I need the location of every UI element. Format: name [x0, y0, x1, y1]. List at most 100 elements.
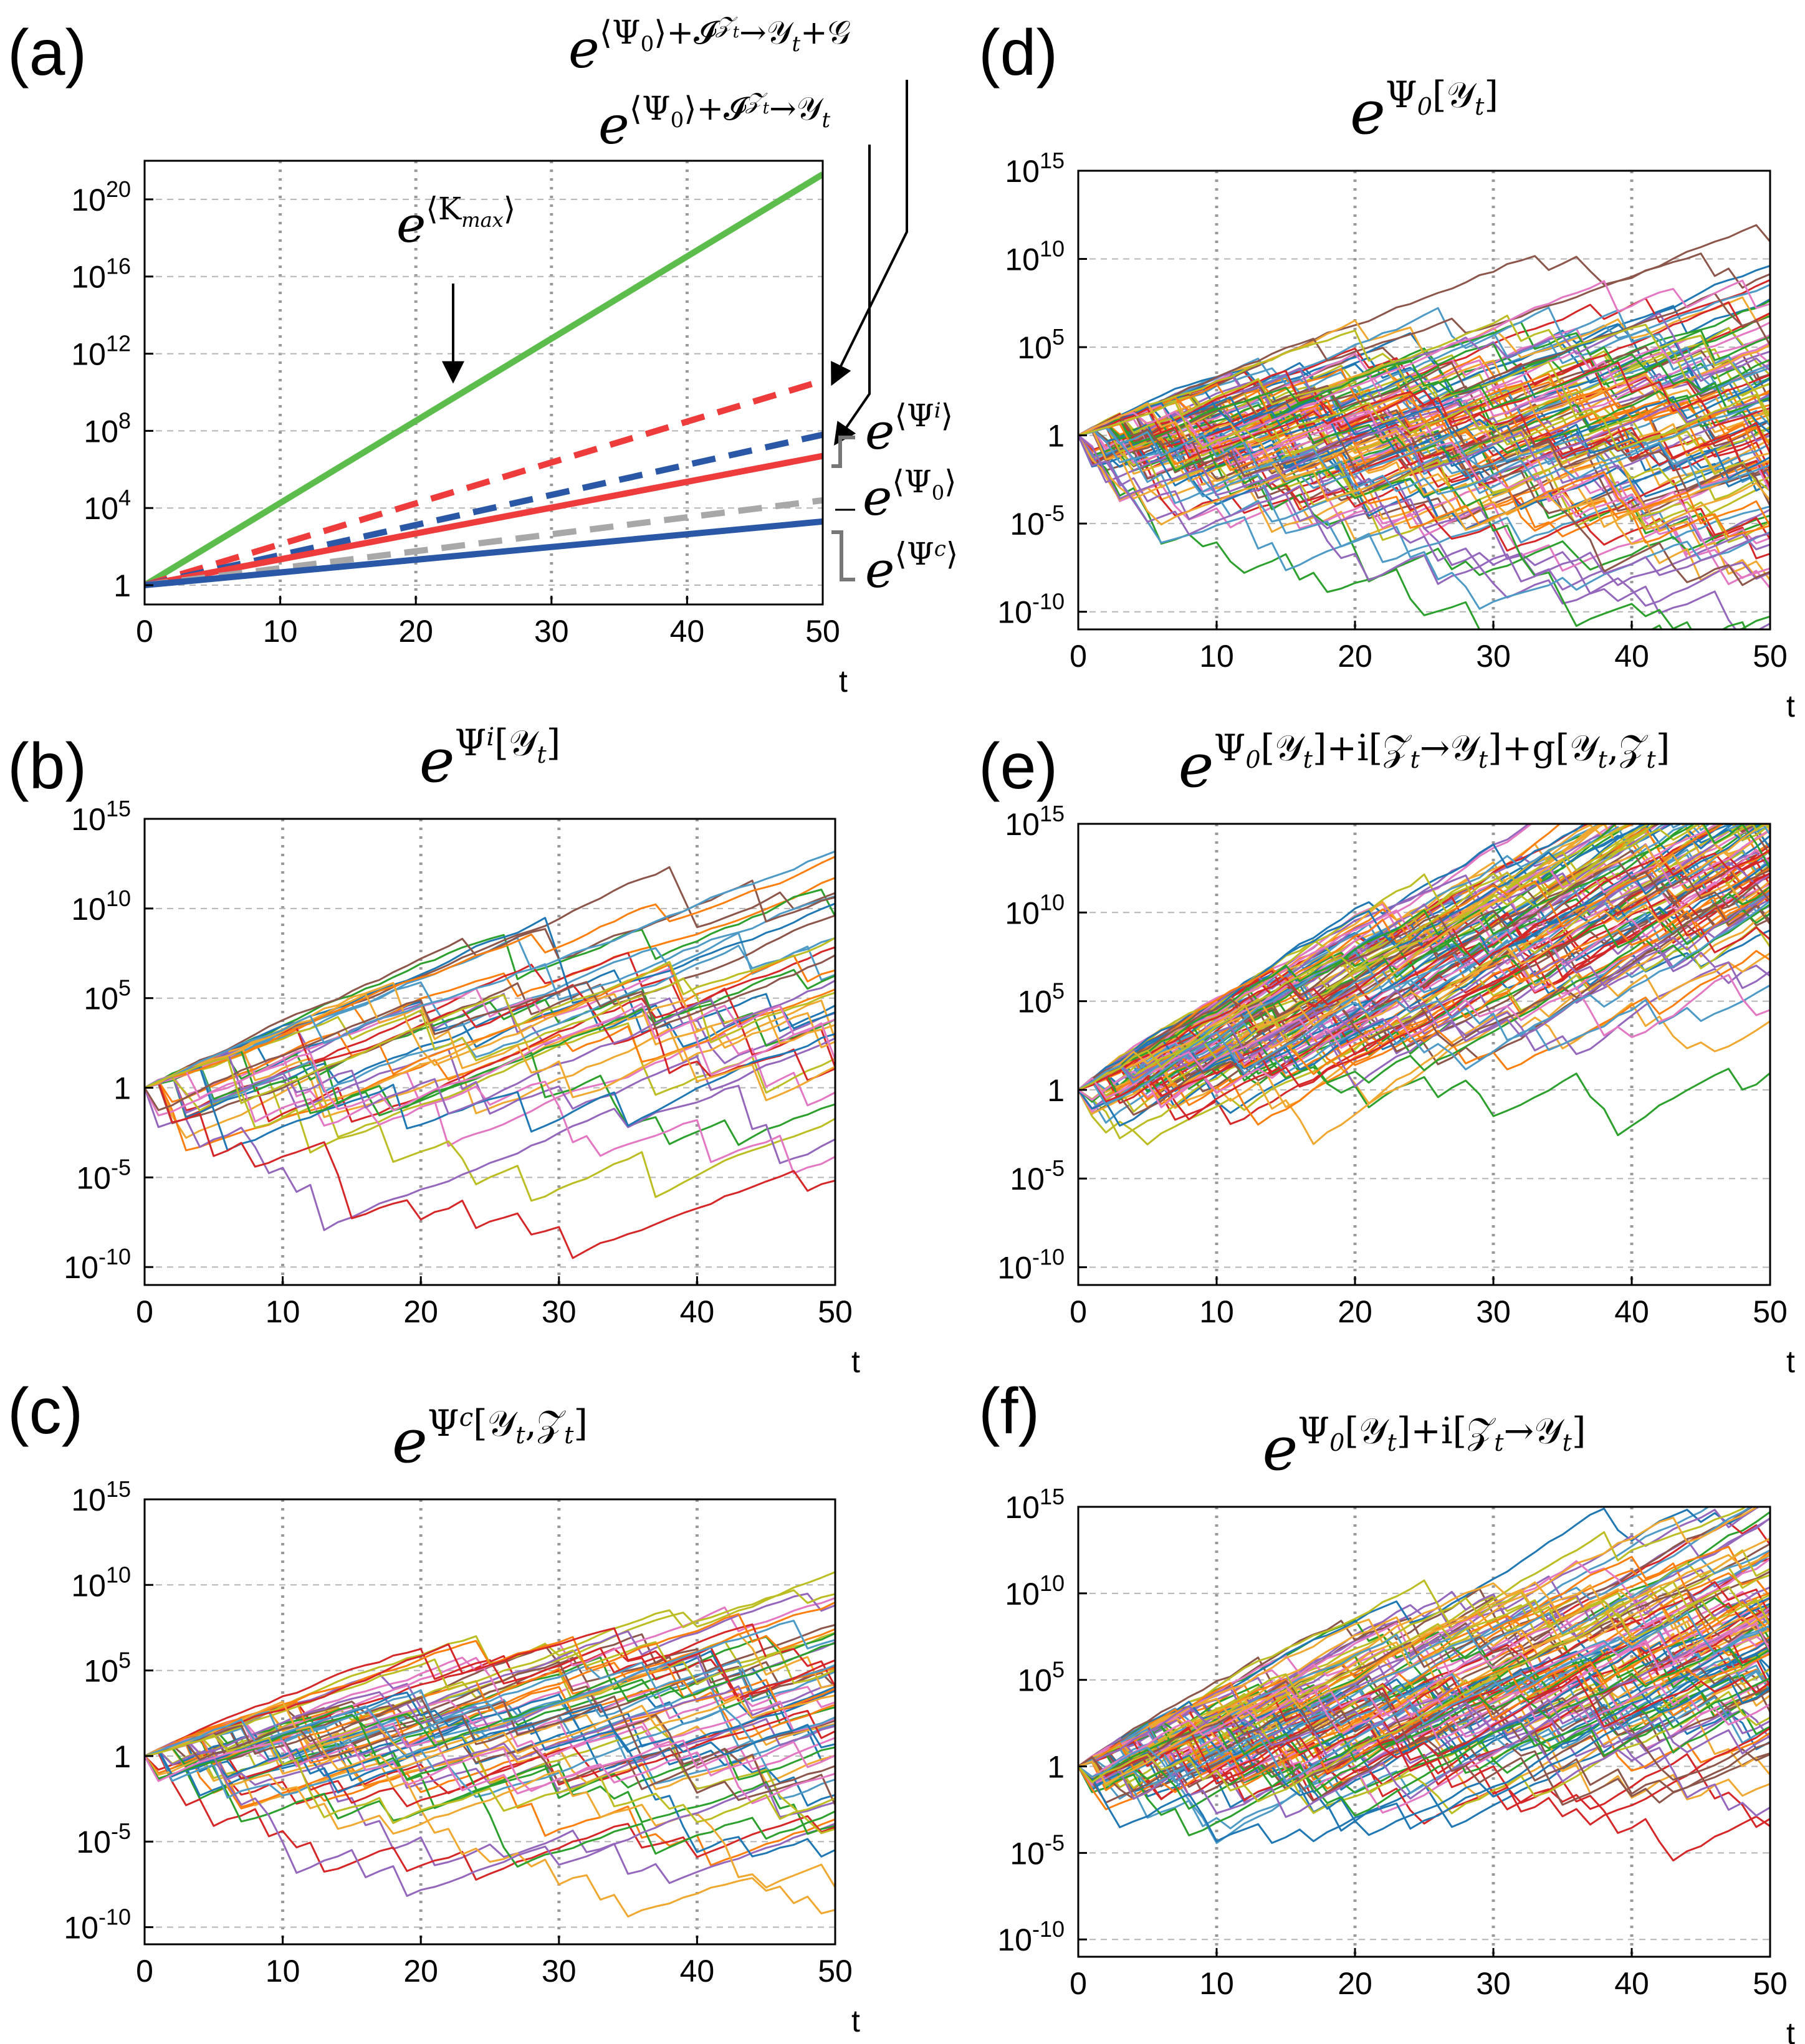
x-tick-label: 10 — [263, 614, 298, 649]
ensemble-line — [1078, 394, 1770, 504]
panel-label-e: (e) — [979, 730, 1058, 803]
ensemble-line — [145, 980, 835, 1115]
svg-text:1015: 1015 — [71, 796, 131, 837]
ensemble-line — [145, 1683, 835, 1786]
svg-text:1015: 1015 — [1005, 148, 1065, 189]
x-tick-label: 50 — [805, 614, 840, 649]
ensemble-line — [145, 856, 835, 1089]
ensemble-line — [1078, 361, 1770, 436]
y-tick-label: 10-5 — [1010, 1830, 1065, 1871]
svg-text:105: 105 — [1017, 978, 1065, 1020]
y-tick-label: 1012 — [71, 331, 131, 372]
ensemble-line — [145, 1077, 835, 1202]
ensemble-line — [145, 1752, 835, 1889]
arrow-psi0-i-g — [831, 80, 908, 386]
ensemble-line — [1078, 824, 1770, 1106]
ensemble-line — [1078, 1651, 1770, 1803]
svg-text:1020: 1020 — [71, 176, 131, 217]
annotation-kmax: e⟨Kmax⟩ — [396, 191, 515, 254]
ensemble-line — [1078, 900, 1770, 1091]
panel-title: eΨc[𝒴t,𝒵t] — [392, 1402, 588, 1476]
annotation-psi0: e⟨Ψ0⟩ — [863, 464, 957, 527]
ensemble-line — [1078, 353, 1770, 444]
ensemble-line — [1078, 391, 1770, 520]
y-tick-label: 10-10 — [64, 1904, 131, 1946]
ensemble-line — [145, 1722, 835, 1858]
x-tick-label: 30 — [542, 1294, 577, 1329]
x-tick-label: 10 — [266, 1954, 300, 1989]
ensemble-line — [1078, 424, 1770, 501]
ensemble-line — [145, 902, 835, 1089]
panel-a: (a)0 10 20 30 40 50t1104108101210161020e⟨Kmax… — [7, 12, 958, 699]
ensemble-line — [1078, 358, 1770, 472]
series-line — [145, 452, 823, 588]
ensemble-line — [1078, 889, 1770, 1099]
ensemble-line — [1078, 865, 1770, 1091]
panel-label-f: (f) — [979, 1375, 1040, 1448]
ensemble-line — [145, 993, 835, 1089]
ensemble-line — [145, 1081, 835, 1175]
ensemble-line — [145, 1739, 835, 1897]
svg-text:1: 1 — [1047, 1073, 1065, 1108]
ensemble-line — [1078, 1507, 1747, 1767]
svg-text:10-5: 10-5 — [1010, 1155, 1065, 1196]
ensemble-line — [1078, 393, 1770, 500]
x-tick-label: 50 — [818, 1954, 853, 1989]
x-tick-label: 50 — [818, 1294, 853, 1329]
ensemble-line — [1078, 824, 1761, 1091]
ensemble-line — [145, 1707, 835, 1799]
x-tick-label: 30 — [534, 614, 569, 649]
ensemble-line — [145, 1033, 835, 1152]
x-tick-label: 40 — [1614, 1966, 1649, 2001]
annotation-psi0-i: e⟨Ψ0⟩+𝓘𝒵t→𝒴t — [598, 88, 830, 156]
x-tick-label: 20 — [1338, 1294, 1372, 1329]
ensemble-line — [145, 1739, 835, 1805]
ensemble-line — [1078, 415, 1770, 585]
svg-text:1: 1 — [113, 568, 131, 603]
y-tick-label: 1010 — [71, 1562, 131, 1603]
ensemble-line — [1078, 1611, 1770, 1784]
x-tick-label: 50 — [1753, 639, 1788, 674]
panel-label-a: (a) — [7, 17, 87, 89]
annotation-psi-i: e⟨Ψi⟩ — [865, 398, 953, 461]
y-tick-label: 1 — [1047, 419, 1065, 454]
ensemble-line — [1078, 423, 1770, 500]
x-tick-label: 10 — [1199, 639, 1234, 674]
ensemble-line — [1078, 396, 1770, 480]
ensemble-line — [1078, 1610, 1770, 1818]
svg-text:1015: 1015 — [1005, 801, 1065, 842]
series-group — [145, 850, 835, 1259]
x-axis-label: t — [851, 1344, 860, 1379]
y-tick-label: 105 — [1017, 978, 1065, 1020]
ensemble-line — [1078, 896, 1770, 1102]
y-tick-label: 1 — [1047, 1073, 1065, 1108]
x-tick-label: 0 — [136, 1954, 153, 1989]
ensemble-line — [145, 987, 835, 1089]
panel-label-c: (c) — [7, 1375, 83, 1448]
ensemble-line — [1078, 860, 1770, 1091]
panel-e: (e) 0 10 20 30 40 50 t 1015 1010 105 1 10-5 10-10 eΨ0[… — [979, 727, 1795, 1379]
x-tick-label: 50 — [1753, 1294, 1788, 1329]
ensemble-line — [1078, 1581, 1770, 1767]
series-group — [145, 171, 823, 589]
x-tick-label: 40 — [680, 1294, 715, 1329]
ensemble-line — [1078, 1623, 1770, 1779]
x-tick-label: 0 — [136, 614, 153, 649]
svg-text:10-10: 10-10 — [997, 1916, 1065, 1957]
ensemble-line — [145, 1752, 835, 1881]
y-tick-label: 1 — [113, 1739, 131, 1774]
ensemble-line — [1078, 391, 1770, 466]
y-tick-label: 10-10 — [997, 589, 1065, 630]
x-tick-label: 30 — [1476, 639, 1511, 674]
ensemble-line — [1078, 824, 1769, 1091]
ensemble-line — [1078, 434, 1770, 523]
x-tick-label: 40 — [1614, 639, 1649, 674]
x-tick-label: 50 — [1753, 1966, 1788, 2001]
x-tick-label: 20 — [403, 1954, 438, 1989]
ensemble-line — [145, 850, 835, 1089]
panel-d: (d) 0 10 20 30 40 50 t 1015 1010 105 1 10-5 10-10 eΨ0[… — [979, 17, 1795, 724]
ensemble-line — [145, 1084, 835, 1231]
svg-text:1010: 1010 — [1005, 889, 1065, 930]
ensemble-line — [1078, 427, 1770, 591]
svg-text:10-10: 10-10 — [64, 1904, 131, 1946]
